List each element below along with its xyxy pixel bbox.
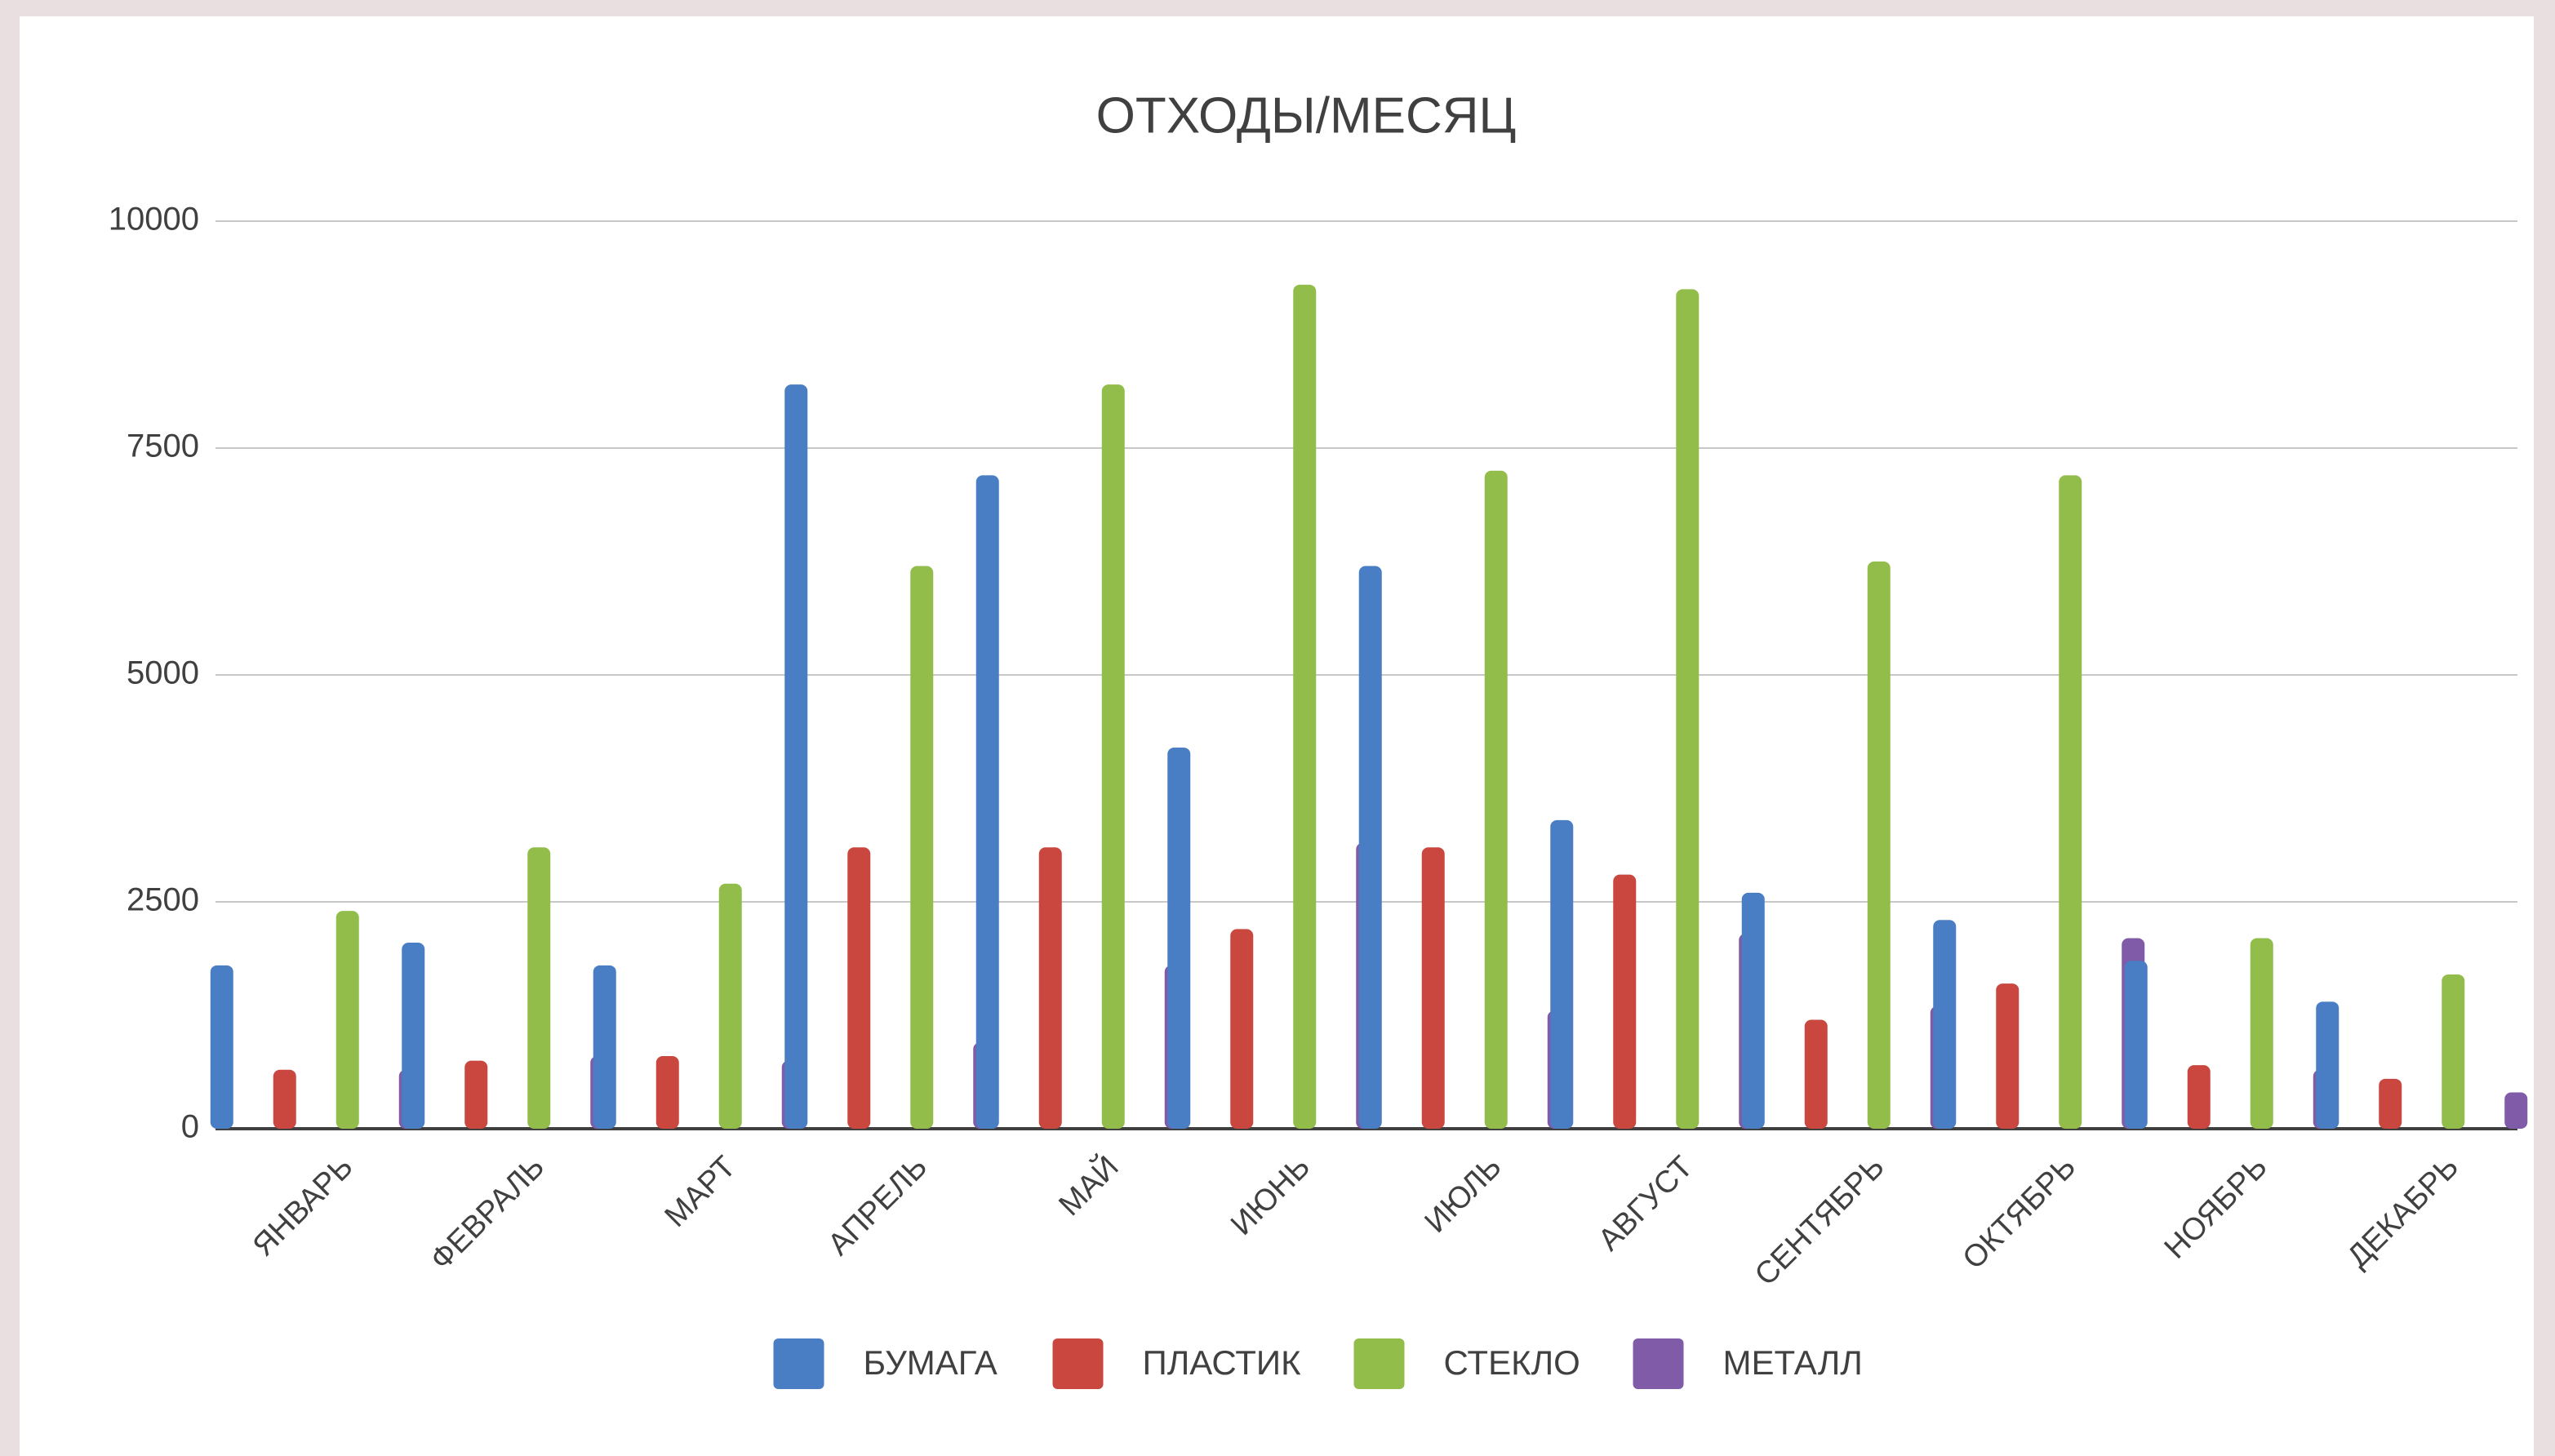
legend-label: МЕТАЛЛ [1723,1343,1863,1382]
bar [1167,748,1190,1129]
y-tick-label: 0 [181,1109,199,1145]
bar [2316,1001,2339,1129]
bar [527,847,550,1129]
bar [2442,974,2464,1129]
page: {"chart_data": {"type": "bar", "title": … [0,0,2555,1456]
bar [976,475,999,1129]
y-tick-label: 2500 [127,882,199,918]
bar [2504,1093,2527,1129]
bar [719,884,742,1129]
bar [1805,1020,1828,1129]
y-tick-label: 5000 [127,655,199,691]
bar [1613,875,1636,1129]
bar [2188,1065,2211,1129]
bar [1230,929,1253,1129]
bar [1102,384,1125,1129]
legend-swatch [774,1338,824,1389]
bar [2379,1079,2402,1129]
legend-swatch [1354,1338,1405,1389]
bar [593,965,616,1129]
bar [1933,920,1956,1129]
bar [2251,938,2273,1129]
bar [656,1056,679,1129]
y-tick-label: 7500 [127,428,199,464]
bar [1742,893,1765,1129]
bar [1422,847,1445,1129]
legend-swatch [1053,1338,1104,1389]
bar [1039,847,1062,1129]
legend-label: СТЕКЛО [1444,1343,1580,1382]
bar [1550,820,1573,1129]
bar [1996,983,2019,1129]
y-tick-label: 10000 [109,202,199,237]
legend-label: БУМАГА [864,1343,998,1382]
bar [1868,562,1891,1129]
bar [464,1061,487,1129]
bar [273,1070,296,1129]
bar [847,847,870,1129]
bar [2059,475,2082,1129]
bar [784,384,807,1129]
legend-swatch [1633,1338,1684,1389]
chart-title: ОТХОДЫ/МЕСЯЦ [1096,87,1517,144]
chart: ОТХОДЫ/МЕСЯЦ 025005000750010000ЯНВАРЬФЕВ… [0,0,2555,1456]
bar [402,943,424,1129]
bar [336,911,359,1129]
bar [1485,471,1508,1129]
legend-label: ПЛАСТИК [1143,1343,1302,1382]
bar [1293,285,1316,1129]
bar [1676,289,1699,1129]
bar [1359,566,1382,1129]
bar [2125,961,2148,1129]
bar [910,566,933,1129]
bar [211,965,233,1129]
chart-card [20,16,2534,1456]
